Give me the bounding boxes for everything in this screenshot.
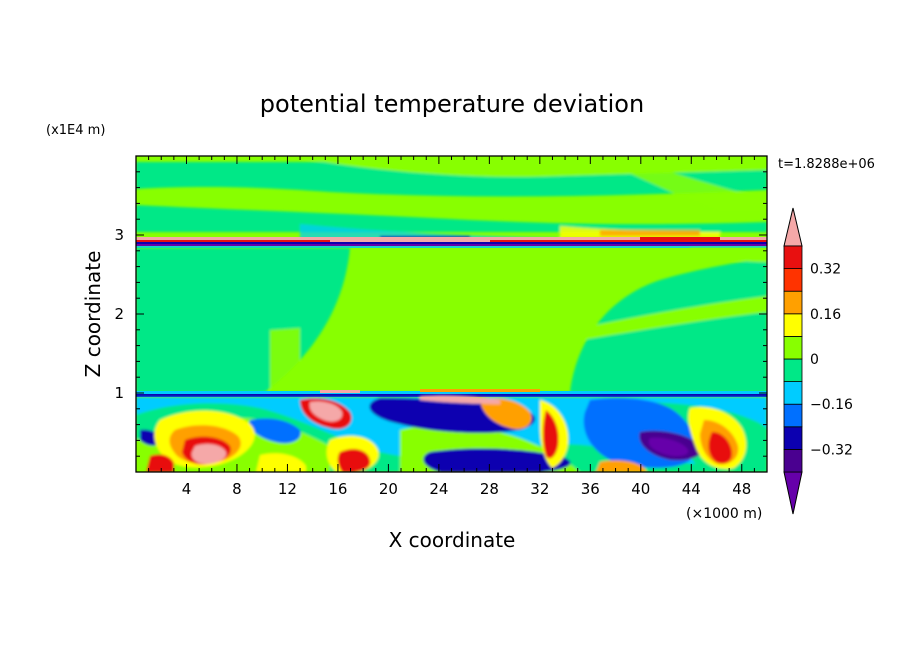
x-tick-label: 48 bbox=[732, 480, 751, 498]
colorbar-bin bbox=[783, 335, 803, 360]
x-tick-label: 28 bbox=[480, 480, 499, 498]
colorbar-bin bbox=[783, 313, 803, 337]
stratosphere-band bbox=[136, 237, 767, 248]
x-tick-label: 20 bbox=[379, 480, 398, 498]
x-tick-label: 4 bbox=[182, 480, 192, 498]
colorbar: 0.32 0.16 0 −0.16 −0.32 bbox=[783, 207, 853, 515]
x-tick-label: 32 bbox=[530, 480, 549, 498]
colorbar-label: 0 bbox=[810, 352, 819, 368]
y-axis-label: Z coordinate bbox=[81, 251, 105, 378]
middle-regions bbox=[136, 248, 767, 392]
y-tick-label: 2 bbox=[114, 305, 124, 323]
colorbar-extend-top bbox=[783, 207, 803, 247]
x-tick-label: 40 bbox=[631, 480, 650, 498]
x-tick-label: 24 bbox=[429, 480, 448, 498]
x-tick-label: 8 bbox=[232, 480, 242, 498]
y-axis: 1 2 3 bbox=[114, 171, 767, 457]
colorbar-bin bbox=[783, 358, 803, 383]
boundary-layer bbox=[136, 395, 767, 472]
upper-wedges bbox=[136, 156, 767, 242]
chart-title: potential temperature deviation bbox=[260, 90, 644, 118]
y-axis-units: (x1E4 m) bbox=[46, 123, 105, 138]
time-label: t=1.8288e+06 bbox=[778, 157, 875, 172]
colorbar-bin bbox=[783, 290, 803, 315]
colorbar-bin bbox=[783, 268, 803, 292]
contour-field bbox=[136, 156, 767, 472]
colorbar-bin bbox=[783, 245, 803, 270]
x-axis-label: X coordinate bbox=[389, 528, 516, 552]
x-tick-label: 16 bbox=[328, 480, 347, 498]
y-tick-label: 3 bbox=[114, 226, 124, 244]
colorbar-bin bbox=[783, 448, 803, 473]
x-tick-label: 36 bbox=[581, 480, 600, 498]
x-axis-units: (×1000 m) bbox=[686, 506, 762, 522]
colorbar-label: −0.16 bbox=[810, 397, 853, 413]
colorbar-label: −0.32 bbox=[810, 442, 853, 458]
colorbar-bin bbox=[783, 403, 803, 428]
x-axis: 4 8 12 16 20 24 28 32 36 40 44 48 bbox=[148, 156, 755, 498]
y-tick-label: 1 bbox=[114, 384, 124, 402]
colorbar-label: 0.32 bbox=[810, 262, 841, 278]
x-tick-label: 12 bbox=[278, 480, 297, 498]
colorbar-bin bbox=[783, 426, 803, 450]
x-tick-label: 44 bbox=[682, 480, 701, 498]
colorbar-bin bbox=[783, 381, 803, 405]
colorbar-extend-bottom bbox=[783, 471, 803, 515]
colorbar-label: 0.16 bbox=[810, 307, 841, 323]
